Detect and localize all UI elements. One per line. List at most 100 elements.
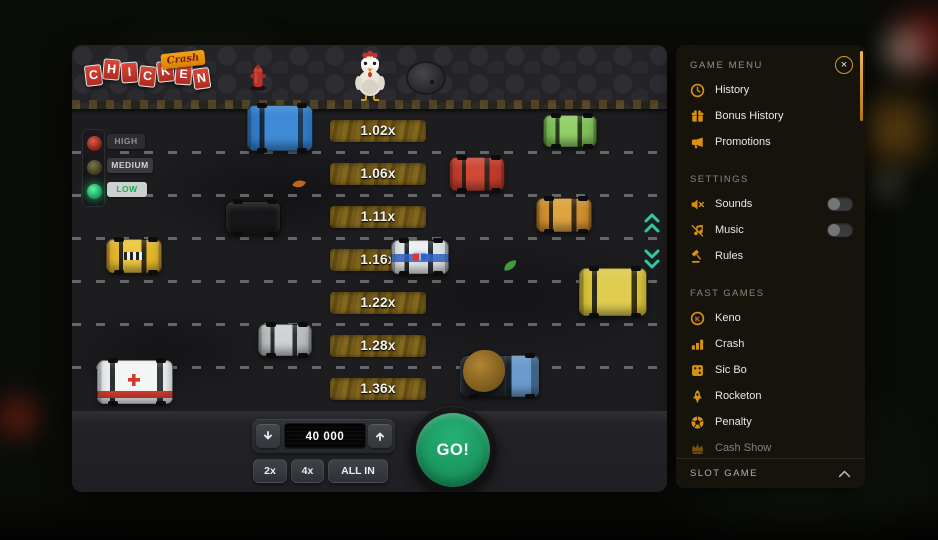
vehicle-blue-van <box>247 103 313 151</box>
game-menu-panel: GAME MENU × History Bonus History Prom <box>676 45 865 488</box>
menu-item-sic-bo[interactable]: Sic Bo <box>690 357 853 383</box>
gavel-icon <box>690 249 705 264</box>
multiplier-label: 1.28x <box>360 338 396 353</box>
go-button-ring: GO! <box>409 406 497 492</box>
traffic-light <box>82 129 105 207</box>
menu-item-label: Music <box>715 224 744 236</box>
lane-line <box>72 323 667 326</box>
vehicle-gray-car <box>258 322 312 356</box>
chevron-up-double-icon[interactable] <box>643 210 661 240</box>
menu-item-music[interactable]: Music <box>690 217 853 243</box>
menu-item-keno[interactable]: K Keno <box>690 305 853 331</box>
chart-bars-icon <box>690 337 705 352</box>
menu-title: GAME MENU <box>690 59 763 71</box>
bet-2x-button[interactable]: 2x <box>253 459 287 483</box>
sound-off-icon <box>690 197 705 212</box>
difficulty-medium[interactable]: MEDIUM <box>107 158 153 173</box>
game-logo: C H I C K E N Crash <box>83 49 225 103</box>
menu-item-penalty[interactable]: Penalty <box>690 409 853 435</box>
megaphone-icon <box>690 135 705 150</box>
lane-line <box>72 280 667 283</box>
crown-icon <box>690 441 705 456</box>
logo-letter: N <box>191 66 212 91</box>
lane-line <box>72 237 667 240</box>
all-in-button[interactable]: ALL IN <box>328 459 388 483</box>
fire-hydrant <box>250 64 266 91</box>
arrow-down-icon <box>263 430 273 440</box>
vehicle-ambulance <box>97 358 173 404</box>
menu-item-label: Crash <box>715 338 745 350</box>
go-button[interactable]: GO! <box>416 413 490 487</box>
menu-scrollbar[interactable] <box>859 51 863 121</box>
sounds-toggle[interactable] <box>827 197 853 211</box>
logo-letter: I <box>120 61 139 84</box>
curb-hazard-line <box>72 100 667 109</box>
gift-icon <box>690 109 705 124</box>
bet-4x-button[interactable]: 4x <box>291 459 324 483</box>
svg-text:K: K <box>695 316 700 323</box>
menu-item-promotions[interactable]: Promotions <box>690 129 853 155</box>
traffic-light-red <box>87 136 102 151</box>
menu-item-label: Keno <box>715 312 741 324</box>
curb-shadow <box>72 109 667 114</box>
vehicle-orange-car <box>536 196 592 232</box>
slot-game-footer[interactable]: SLOT GAME <box>676 458 865 488</box>
path-tile <box>330 335 426 357</box>
leaf-green <box>504 260 517 271</box>
vehicle-beige-car <box>225 199 281 234</box>
path-tile <box>330 206 426 228</box>
menu-item-label: Sic Bo <box>715 364 747 376</box>
background-mascot-blur <box>878 18 930 82</box>
menu-item-label: Bonus History <box>715 110 784 122</box>
menu-item-label: Rules <box>715 250 744 262</box>
background-mascot-blur <box>870 168 904 202</box>
menu-item-label: Cash Show <box>715 442 772 454</box>
background-mascot-blur <box>880 0 938 85</box>
menu-item-rules[interactable]: Rules <box>690 243 853 269</box>
close-button[interactable]: × <box>835 56 853 74</box>
manhole-cover <box>406 61 446 95</box>
menu-item-bonus-history[interactable]: Bonus History <box>690 103 853 129</box>
music-toggle[interactable] <box>827 223 853 237</box>
menu-item-crash[interactable]: Crash <box>690 331 853 357</box>
vehicle-red-car <box>449 155 505 191</box>
menu-item-rocketon[interactable]: Rocketon <box>690 383 853 409</box>
menu-item-cash-show[interactable]: Cash Show <box>690 435 853 458</box>
multiplier-label: 1.02x <box>360 123 396 138</box>
difficulty-high[interactable]: HIGH <box>107 134 145 149</box>
vehicle-hay-truck <box>460 350 540 397</box>
leaf-orange <box>292 180 306 188</box>
chicken-character <box>355 50 385 101</box>
clock-icon <box>690 83 705 98</box>
multiplier-label: 1.36x <box>360 381 396 396</box>
path-tile <box>330 378 426 400</box>
menu-item-sounds[interactable]: Sounds <box>690 191 853 217</box>
chevron-down-double-icon[interactable] <box>643 242 661 272</box>
difficulty-low[interactable]: LOW <box>107 182 147 197</box>
logo-letter: C <box>137 65 158 88</box>
multiplier-label: 1.22x <box>360 295 396 310</box>
menu-item-label: Promotions <box>715 136 771 148</box>
path-tile <box>330 163 426 185</box>
background-mascot-blur <box>855 75 935 185</box>
bet-decrease-button[interactable] <box>256 424 280 448</box>
bottom-vignette <box>0 494 938 540</box>
bet-increase-button[interactable] <box>368 424 392 448</box>
game-board: C H I C K E N Crash <box>72 45 667 492</box>
lane-line <box>72 194 667 197</box>
traffic-light-green <box>87 184 102 199</box>
arrow-up-icon <box>375 432 385 442</box>
music-off-icon <box>690 223 705 238</box>
menu-item-label: Rocketon <box>715 390 762 402</box>
control-bar: 40 000 2x 4x ALL IN <box>72 411 667 492</box>
chevron-up-icon <box>838 470 851 478</box>
fast-games-section-title: FAST GAMES <box>690 287 765 299</box>
bet-stepper: 40 000 <box>252 419 395 453</box>
traffic-light-amber <box>87 160 102 175</box>
menu-item-history[interactable]: History <box>690 77 853 103</box>
path-tile <box>330 120 426 142</box>
bet-amount-display[interactable]: 40 000 <box>284 423 366 449</box>
background-glow-red <box>0 388 46 446</box>
rocket-icon <box>690 389 705 404</box>
